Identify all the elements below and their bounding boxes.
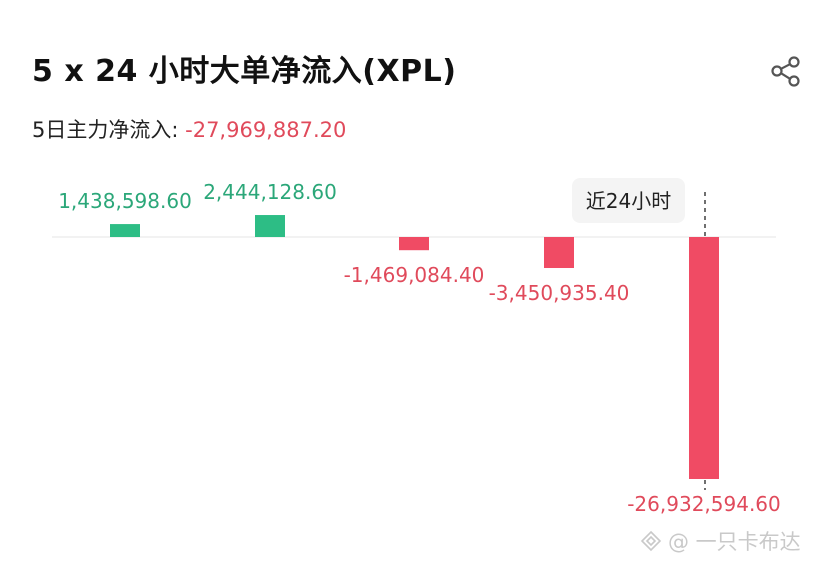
highlight-tag-label: 近24小时 (586, 189, 671, 213)
bar-4[interactable] (689, 237, 719, 479)
watermark-logo-icon (640, 530, 662, 552)
bar-0[interactable] (110, 224, 140, 237)
watermark-text: @ 一只卡布达 (668, 530, 801, 554)
summary-label: 5日主力净流入: (32, 118, 179, 142)
bar-2[interactable] (399, 237, 429, 251)
bar-label-2: -1,469,084.40 (344, 263, 485, 287)
page-title: 5 x 24 小时大单净流入(XPL) (32, 54, 457, 89)
bar-label-0: 1,438,598.60 (58, 189, 192, 213)
bar-3[interactable] (544, 237, 574, 269)
share-button[interactable] (768, 54, 804, 90)
highlight-tag (572, 178, 685, 223)
net-inflow-summary: 5日主力净流入: -27,969,887.20 (32, 114, 346, 144)
bar-label-4: -26,932,594.60 (627, 492, 781, 516)
bar-1[interactable] (255, 215, 285, 237)
watermark: @ 一只卡布达 (640, 526, 801, 556)
bar-label-1: 2,444,128.60 (203, 180, 337, 204)
bar-label-3: -3,450,935.40 (489, 281, 630, 305)
share-icon (771, 56, 800, 87)
summary-value: -27,969,887.20 (185, 118, 347, 142)
